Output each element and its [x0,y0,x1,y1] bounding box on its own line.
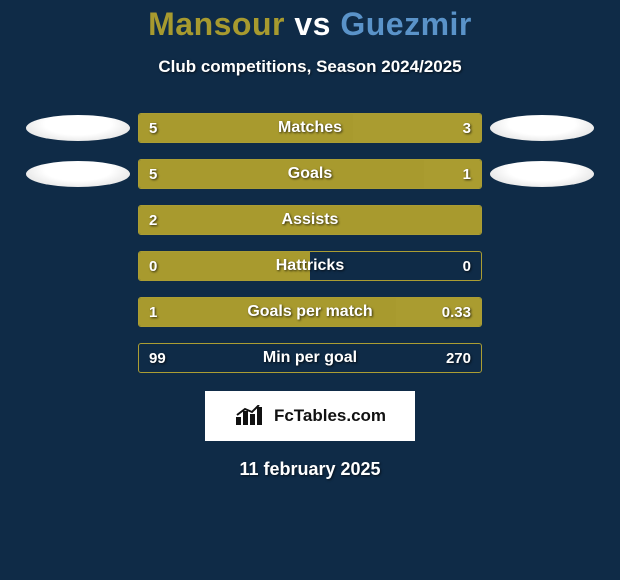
stat-bar-left-fill [139,206,481,234]
stat-bar-right-fill [396,298,481,326]
branding-badge: FcTables.com [205,391,415,441]
stat-bar-left-fill [139,160,424,188]
stat-bar: 10.33Goals per match [138,297,482,327]
stat-bar-left-fill [139,252,310,280]
title-vs: vs [294,6,331,42]
chart-icon [234,405,268,427]
stat-bar-left-fill [139,298,396,326]
stat-value-right: 270 [446,344,471,372]
stat-bar: 99 270Min per goal [138,343,482,373]
left-badge-slot [18,115,138,141]
team-badge-placeholder [490,161,594,187]
stat-bar-right-fill [353,114,481,142]
page-title: Mansour vs Guezmir [0,6,620,43]
stat-bar: 53Matches [138,113,482,143]
comparison-card: Mansour vs Guezmir Club competitions, Se… [0,0,620,580]
stat-bar-left-fill [139,114,353,142]
stat-row: 51Goals [0,151,620,197]
stat-bar-right-fill [424,160,481,188]
date-label: 11 february 2025 [0,459,620,480]
team-badge-placeholder [26,161,130,187]
stat-row: 2Assists [0,197,620,243]
stats-container: 53Matches 51Goals 2Assists 00Hattricks 10.33… [0,105,620,381]
stat-value-left: 99 [149,344,166,372]
stat-value-right: 0 [463,252,471,280]
right-badge-slot [482,115,602,141]
stat-row: 10.33Goals per match [0,289,620,335]
branding-text: FcTables.com [274,406,386,426]
subtitle: Club competitions, Season 2024/2025 [0,57,620,77]
stat-bar: 2Assists [138,205,482,235]
team-badge-placeholder [26,115,130,141]
stat-label: Min per goal [139,344,481,372]
stat-row: 53Matches [0,105,620,151]
stat-bar: 00Hattricks [138,251,482,281]
title-left-name: Mansour [148,6,285,42]
stat-row: 00Hattricks [0,243,620,289]
title-right-name: Guezmir [340,6,472,42]
stat-bar: 51Goals [138,159,482,189]
team-badge-placeholder [490,115,594,141]
left-badge-slot [18,161,138,187]
right-badge-slot [482,161,602,187]
stat-row: 99 270Min per goal [0,335,620,381]
